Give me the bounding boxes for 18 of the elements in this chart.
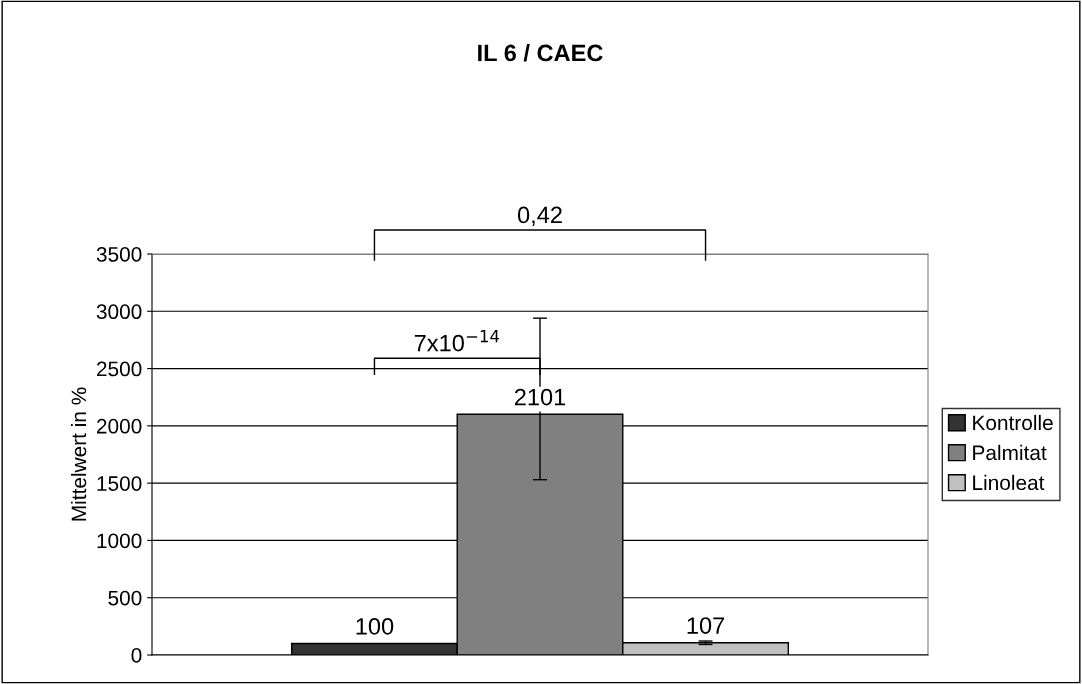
text: 0,42 (517, 206, 562, 227)
annotation: 7x10$^{−14}$ (414, 330, 500, 352)
chart-title: IL 6 / CAEC (478, 44, 603, 62)
y-tick-label: 0 (131, 648, 142, 663)
y-tick-label: 1000 (97, 533, 142, 549)
y-tick-label: 500 (108, 590, 142, 606)
y-tick-label: 2000 (96, 418, 142, 434)
y-tick-label: 3000 (96, 304, 142, 320)
data-label: 2101 (514, 388, 566, 406)
y-tick-label: 3500 (96, 247, 142, 262)
legend-label: Palmitat (973, 444, 1047, 461)
y-axis-title: Mittelwert in % (70, 387, 87, 521)
legend-label: Kontrolle (973, 414, 1053, 431)
data-label: 100 (356, 617, 394, 635)
legend-label: Linoleat (973, 474, 1045, 491)
data-label: 107 (687, 617, 725, 634)
y-tick-label: 2500 (96, 361, 142, 377)
y-tick-label: 1500 (97, 476, 142, 491)
